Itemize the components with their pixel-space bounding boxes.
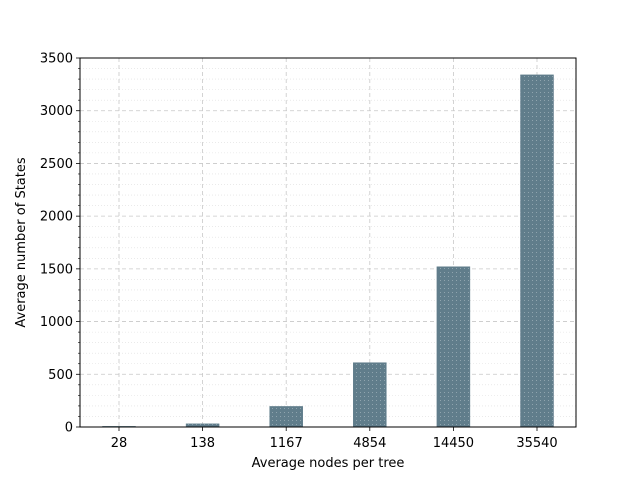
- x-tick-label: 1167: [270, 436, 303, 451]
- y-tick-label: 3000: [40, 104, 73, 119]
- y-tick-label: 0: [65, 421, 73, 436]
- x-tick-label: 28: [111, 436, 128, 451]
- x-axis-ticks: 28 138 1167 4854 14450 35540: [111, 427, 558, 451]
- y-tick-label: 1000: [40, 315, 73, 330]
- y-tick-label: 3500: [40, 52, 73, 67]
- x-tick-label: 35540: [516, 436, 557, 451]
- bar-14450: [436, 266, 471, 428]
- y-tick-label: 2000: [40, 210, 73, 225]
- bar-1167: [269, 406, 303, 428]
- y-tick-label: 500: [48, 368, 73, 383]
- y-tick-label: 2500: [40, 157, 73, 172]
- x-tick-label: 14450: [433, 436, 474, 451]
- x-tick-label: 4854: [353, 436, 386, 451]
- bar-4854: [353, 362, 387, 428]
- y-axis-label: Average number of States: [14, 157, 29, 327]
- bars: [102, 74, 554, 428]
- x-axis-label: Average nodes per tree: [252, 456, 405, 471]
- bar-35540: [520, 74, 554, 428]
- y-tick-label: 1500: [40, 262, 73, 277]
- grid: [80, 58, 576, 427]
- plot-frame: [79, 57, 577, 428]
- y-axis-ticks: 0 500 1000 1500 2000 2500 3000 3500: [40, 52, 80, 436]
- x-tick-label: 138: [190, 436, 215, 451]
